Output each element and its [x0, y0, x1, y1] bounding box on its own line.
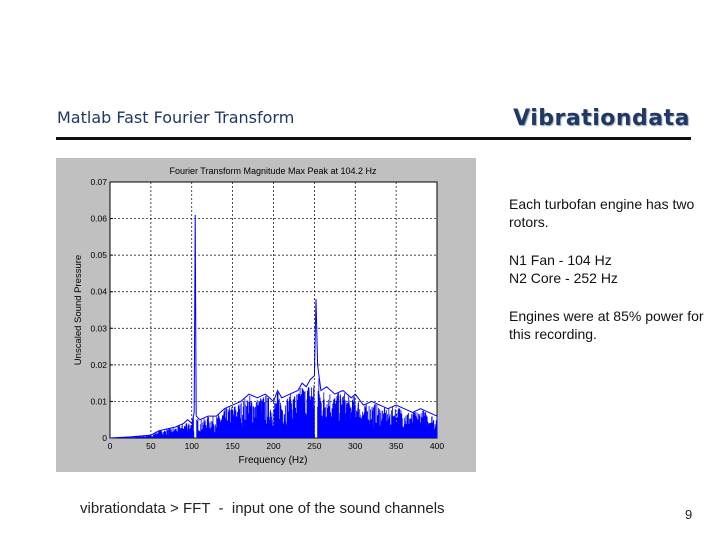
y-tick-label: 0.06 [90, 214, 107, 224]
footer-instruction: - input one of the sound channels [210, 500, 445, 517]
y-tick-label: 0.01 [90, 396, 107, 406]
x-tick-label: 150 [226, 441, 240, 451]
notes-panel: Each turbofan engine has two rotors. N1 … [509, 195, 709, 363]
x-tick-label: 400 [430, 441, 444, 451]
note-n2: N2 Core - 252 Hz [509, 270, 618, 286]
noise-floor [111, 378, 438, 438]
y-tick-label: 0.07 [90, 177, 107, 187]
y-tick-label: 0.04 [90, 287, 107, 297]
x-tick-label: 100 [185, 441, 199, 451]
x-axis-label: Frequency (Hz) [239, 455, 308, 466]
y-tick-label: 0 [102, 433, 107, 443]
y-axis-label: Unscaled Sound Pressure [73, 255, 84, 365]
chart-title: Fourier Transform Magnitude Max Peak at … [169, 166, 377, 176]
y-tick-label: 0.02 [90, 360, 107, 370]
series-line [109, 214, 438, 439]
note-n1: N1 Fan - 104 Hz [509, 252, 612, 268]
page-number: 9 [685, 507, 693, 522]
slide-title: Matlab Fast Fourier Transform [57, 108, 295, 127]
title-rule [56, 137, 691, 140]
footer-path: vibrationdata > FFT [80, 500, 211, 517]
note-power: Engines were at 85% power for this recor… [509, 308, 704, 342]
x-tick-label: 300 [348, 441, 362, 451]
x-tick-label: 250 [307, 441, 321, 451]
footer-caption: vibrationdata > FFT - input one of the s… [80, 500, 445, 517]
note-frequencies: N1 Fan - 104 Hz N2 Core - 252 Hz [509, 251, 709, 287]
grid [110, 182, 437, 438]
x-tick-label: 0 [108, 441, 113, 451]
fft-chart: 0 50 100 150 200 250 300 350 400 0 0.01 0.02 0.03 0.0… [56, 158, 476, 472]
y-tick-label: 0.03 [90, 323, 107, 333]
note-rotors: Each turbofan engine has two rotors. [509, 196, 695, 230]
y-tick-label: 0.05 [90, 250, 107, 260]
noise-band [111, 378, 438, 438]
brand-logo: Vibrationdata [513, 106, 690, 131]
x-tick-label: 50 [146, 441, 156, 451]
x-tick-label: 350 [389, 441, 403, 451]
x-tick-label: 200 [266, 441, 280, 451]
